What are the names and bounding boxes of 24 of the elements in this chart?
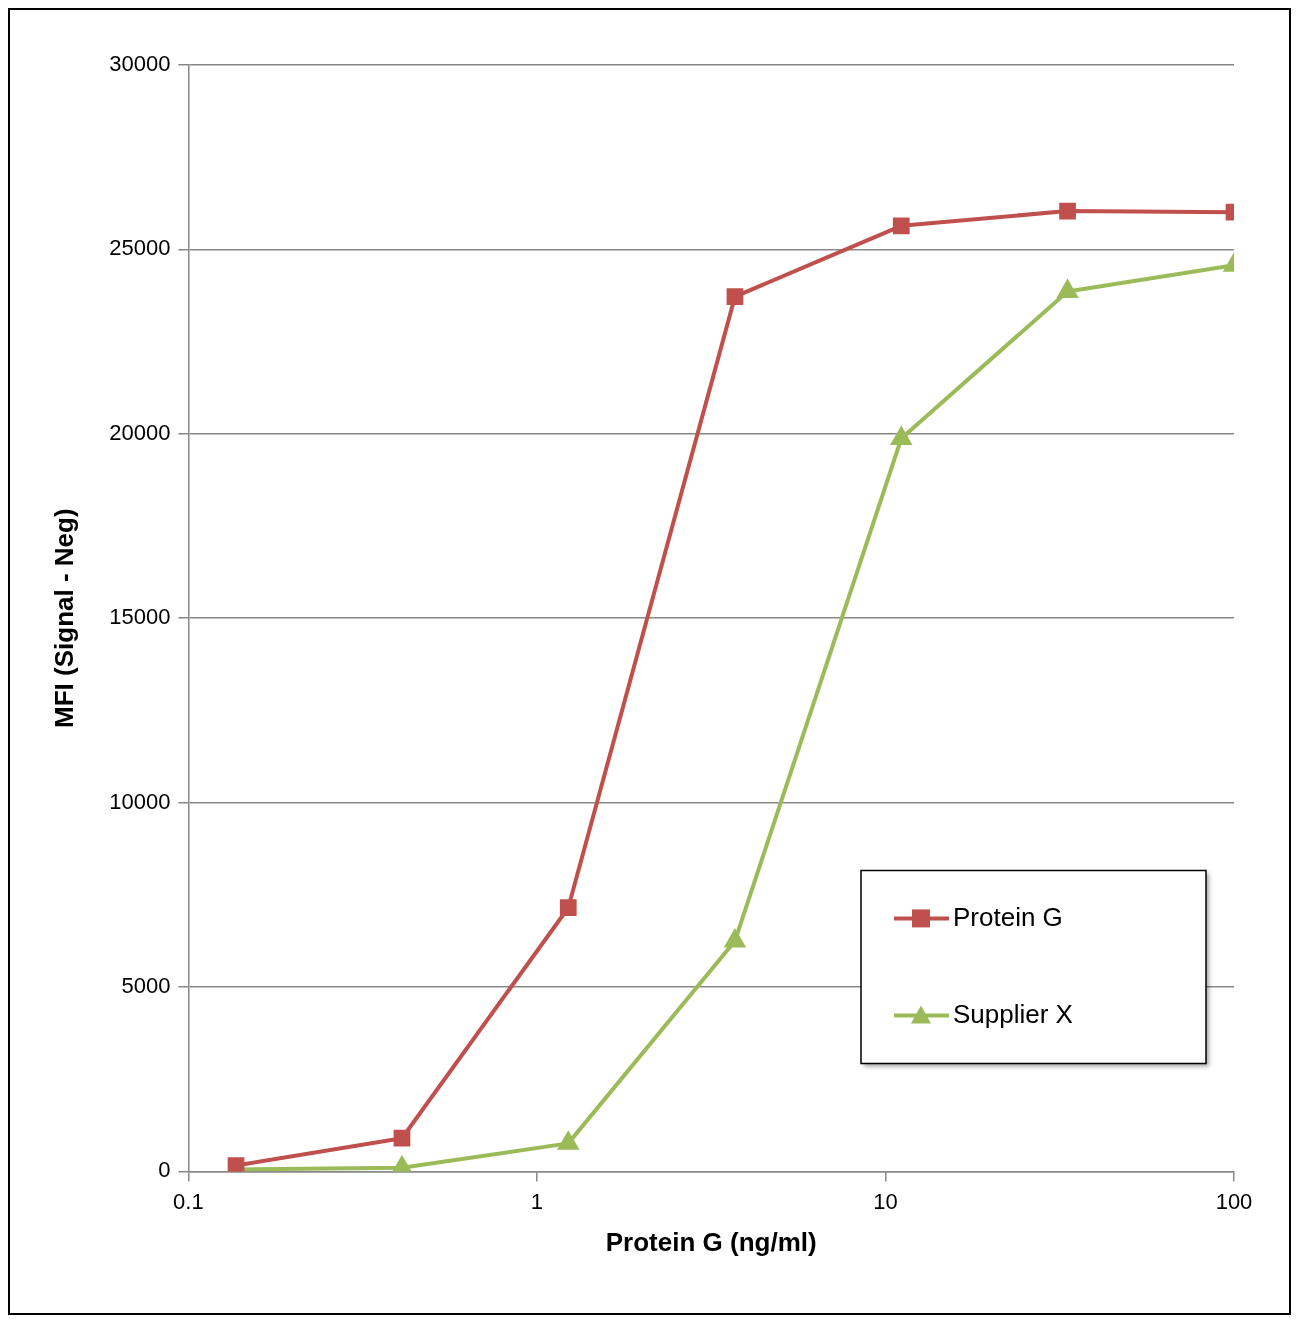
y-tick-label: 0	[158, 1157, 171, 1183]
legend-label: Protein G	[953, 901, 1063, 932]
x-axis-title: Protein G (ng/ml)	[605, 1226, 817, 1257]
x-tick-label: 100	[1215, 1188, 1253, 1214]
x-tick-label: 10	[873, 1188, 898, 1214]
y-tick-label: 25000	[109, 235, 171, 261]
y-axis-title: MFI (Signal - Neg)	[48, 508, 79, 728]
point	[393, 1129, 411, 1147]
x-tick-label: 0.1	[173, 1188, 204, 1214]
point	[558, 1132, 579, 1150]
y-tick-label: 10000	[109, 788, 171, 814]
y-tick-label: 5000	[121, 973, 171, 999]
legend-label: Supplier X	[953, 998, 1073, 1029]
point	[1057, 280, 1078, 298]
y-tick-label: 15000	[109, 604, 171, 630]
point	[1059, 202, 1076, 220]
point	[726, 288, 744, 305]
point	[892, 217, 910, 235]
x-tick-label: 1	[530, 1188, 544, 1214]
y-tick-label: 30000	[109, 51, 171, 77]
point	[392, 1156, 412, 1172]
point	[559, 899, 577, 917]
point	[725, 929, 745, 948]
y-tick-label: 20000	[109, 419, 171, 445]
